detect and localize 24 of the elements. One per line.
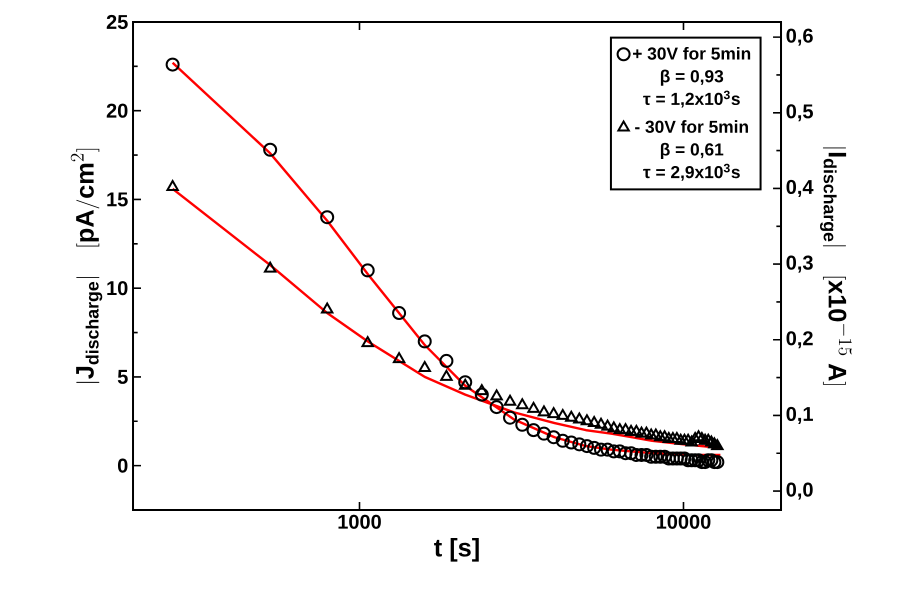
y-tick-label: 0 (118, 458, 128, 473)
x-tick-label: 1000 (338, 514, 381, 529)
legend-label: + 30V for 5min (632, 46, 750, 60)
annotation: β = 0,61 (660, 142, 724, 160)
y-tick-label: 10 (107, 281, 128, 296)
y-tick-label: 20 (106, 104, 128, 118)
annotation: β = 0,93 (660, 70, 724, 86)
legend-label: - 30V for 5min (635, 120, 748, 133)
y-axis-title: $|\mathrm{J}_{\mathrm{discharge}}|\quad[\mathrm{pA/cm}^{2}]$ (70, 148, 102, 383)
y2-tick-label: 0,2 (786, 331, 813, 348)
x-axis-title: t [s] (434, 538, 479, 562)
annotation: τ = 1,2x10$^{3}$s (643, 90, 740, 108)
y2-tick-label: 0,0 (786, 482, 813, 500)
y2-tick-label: 0,3 (786, 256, 813, 273)
y-tick-label: 25 (106, 14, 128, 30)
y2-tick-label: 0,1 (786, 406, 813, 424)
x-tick-label: 10000 (656, 514, 710, 529)
y2-tick-label: 0,4 (786, 180, 814, 197)
y2-axis-title: $|\mathrm{I}_{\mathrm{discharge}}|\quad[\mathrm{x10}^{-15}\;\mathrm{A}]$ (820, 147, 852, 385)
y2-tick-label: 0,5 (786, 104, 813, 122)
y-tick-label: 15 (107, 192, 128, 206)
y2-tick-label: 0,6 (786, 28, 813, 46)
y-tick-label: 5 (118, 370, 128, 384)
annotation: τ = 2,9x10$^{3}$s (643, 164, 740, 181)
